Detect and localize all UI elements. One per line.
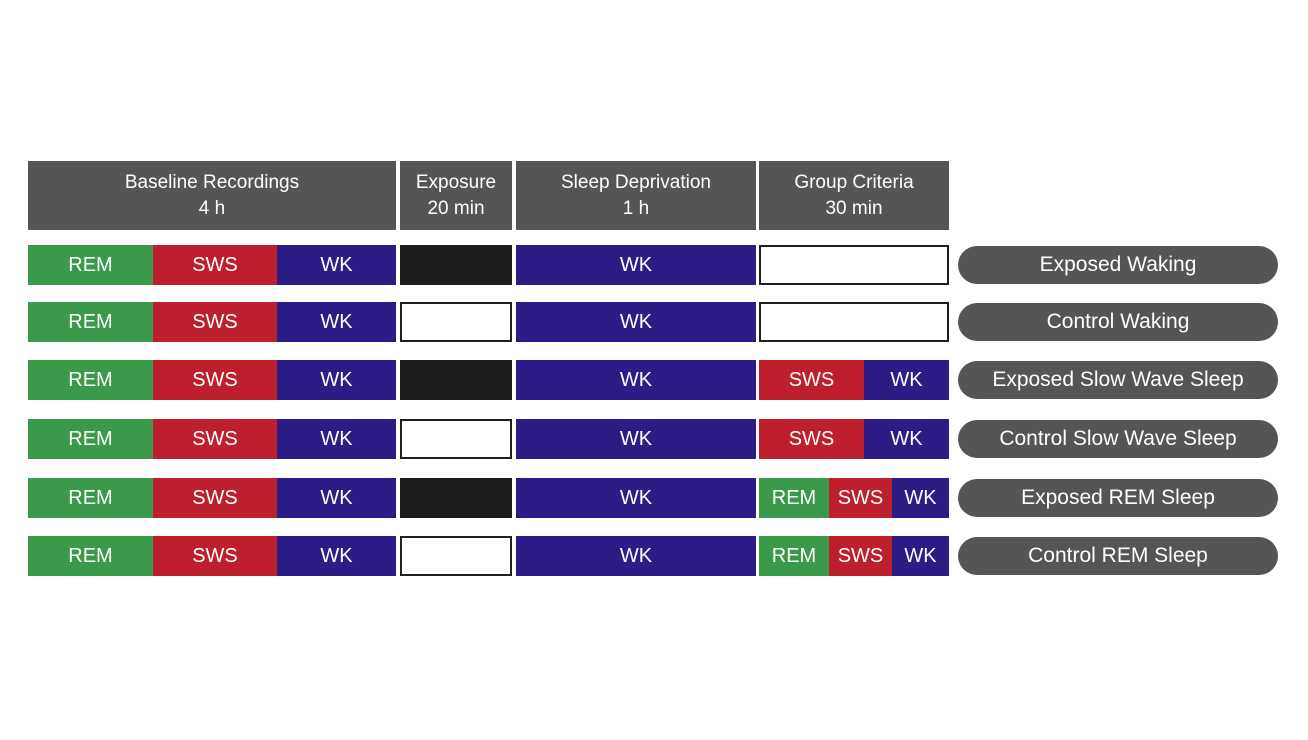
exposure-block-control xyxy=(400,536,512,576)
group-label: Exposed Slow Wave Sleep xyxy=(958,361,1278,399)
criteria-sws-segment: SWS xyxy=(829,478,892,518)
criteria-rem-segment: REM xyxy=(759,536,829,576)
group-label: Exposed Waking xyxy=(958,246,1278,284)
group-label: Exposed REM Sleep xyxy=(958,479,1278,517)
group-row: REM SWS WK WK Control Waking xyxy=(0,302,1308,342)
baseline-sws-segment: SWS xyxy=(153,302,277,342)
exposure-block-control xyxy=(400,302,512,342)
group-label: Control Slow Wave Sleep xyxy=(958,420,1278,458)
baseline-rem-segment: REM xyxy=(28,478,153,518)
criteria-empty-block xyxy=(759,245,949,285)
criteria-wk-segment: WK xyxy=(864,360,949,400)
exposure-block-control xyxy=(400,419,512,459)
criteria-sws-segment: SWS xyxy=(829,536,892,576)
exposure-block-exposed xyxy=(400,360,512,400)
baseline-rem-segment: REM xyxy=(28,360,153,400)
deprivation-wk-segment: WK xyxy=(516,536,756,576)
baseline-sws-segment: SWS xyxy=(153,419,277,459)
header-criteria-duration: 30 min xyxy=(825,197,883,219)
deprivation-wk-segment: WK xyxy=(516,360,756,400)
baseline-rem-segment: REM xyxy=(28,302,153,342)
group-row: REM SWS WK WK SWS WK Control Slow Wave Sleep xyxy=(0,419,1308,459)
header-exposure-title: Exposure xyxy=(415,171,497,193)
baseline-wk-segment: WK xyxy=(277,302,396,342)
group-row: REM SWS WK WK REM SWS WK Control REM Sleep xyxy=(0,536,1308,576)
baseline-sws-segment: SWS xyxy=(153,478,277,518)
group-label: Control Waking xyxy=(958,303,1278,341)
exposure-block-exposed xyxy=(400,245,512,285)
baseline-rem-segment: REM xyxy=(28,419,153,459)
baseline-sws-segment: SWS xyxy=(153,360,277,400)
deprivation-wk-segment: WK xyxy=(516,245,756,285)
deprivation-wk-segment: WK xyxy=(516,419,756,459)
header-baseline-duration: 4 h xyxy=(198,197,226,219)
criteria-sws-segment: SWS xyxy=(759,360,864,400)
criteria-sws-segment: SWS xyxy=(759,419,864,459)
criteria-wk-segment: WK xyxy=(892,536,949,576)
baseline-sws-segment: SWS xyxy=(153,245,277,285)
criteria-wk-segment: WK xyxy=(892,478,949,518)
exposure-block-exposed xyxy=(400,478,512,518)
deprivation-wk-segment: WK xyxy=(516,302,756,342)
criteria-wk-segment: WK xyxy=(864,419,949,459)
header-exposure: Exposure 20 min xyxy=(400,161,512,230)
group-row: REM SWS WK WK SWS WK Exposed Slow Wave Sleep xyxy=(0,360,1308,400)
header-criteria: Group Criteria 30 min xyxy=(759,161,949,230)
header-baseline-title: Baseline Recordings xyxy=(124,171,300,193)
header-baseline: Baseline Recordings 4 h xyxy=(28,161,396,230)
group-label: Control REM Sleep xyxy=(958,537,1278,575)
baseline-sws-segment: SWS xyxy=(153,536,277,576)
criteria-empty-block xyxy=(759,302,949,342)
group-row: REM SWS WK WK REM SWS WK Exposed REM Sleep xyxy=(0,478,1308,518)
group-row: REM SWS WK WK Exposed Waking xyxy=(0,245,1308,285)
header-deprivation-duration: 1 h xyxy=(622,197,650,219)
deprivation-wk-segment: WK xyxy=(516,478,756,518)
baseline-wk-segment: WK xyxy=(277,245,396,285)
criteria-rem-segment: REM xyxy=(759,478,829,518)
baseline-wk-segment: WK xyxy=(277,478,396,518)
baseline-wk-segment: WK xyxy=(277,360,396,400)
header-deprivation: Sleep Deprivation 1 h xyxy=(516,161,756,230)
baseline-wk-segment: WK xyxy=(277,536,396,576)
header-criteria-title: Group Criteria xyxy=(794,171,914,193)
baseline-rem-segment: REM xyxy=(28,536,153,576)
baseline-wk-segment: WK xyxy=(277,419,396,459)
baseline-rem-segment: REM xyxy=(28,245,153,285)
header-exposure-duration: 20 min xyxy=(427,197,485,219)
header-deprivation-title: Sleep Deprivation xyxy=(561,171,711,193)
